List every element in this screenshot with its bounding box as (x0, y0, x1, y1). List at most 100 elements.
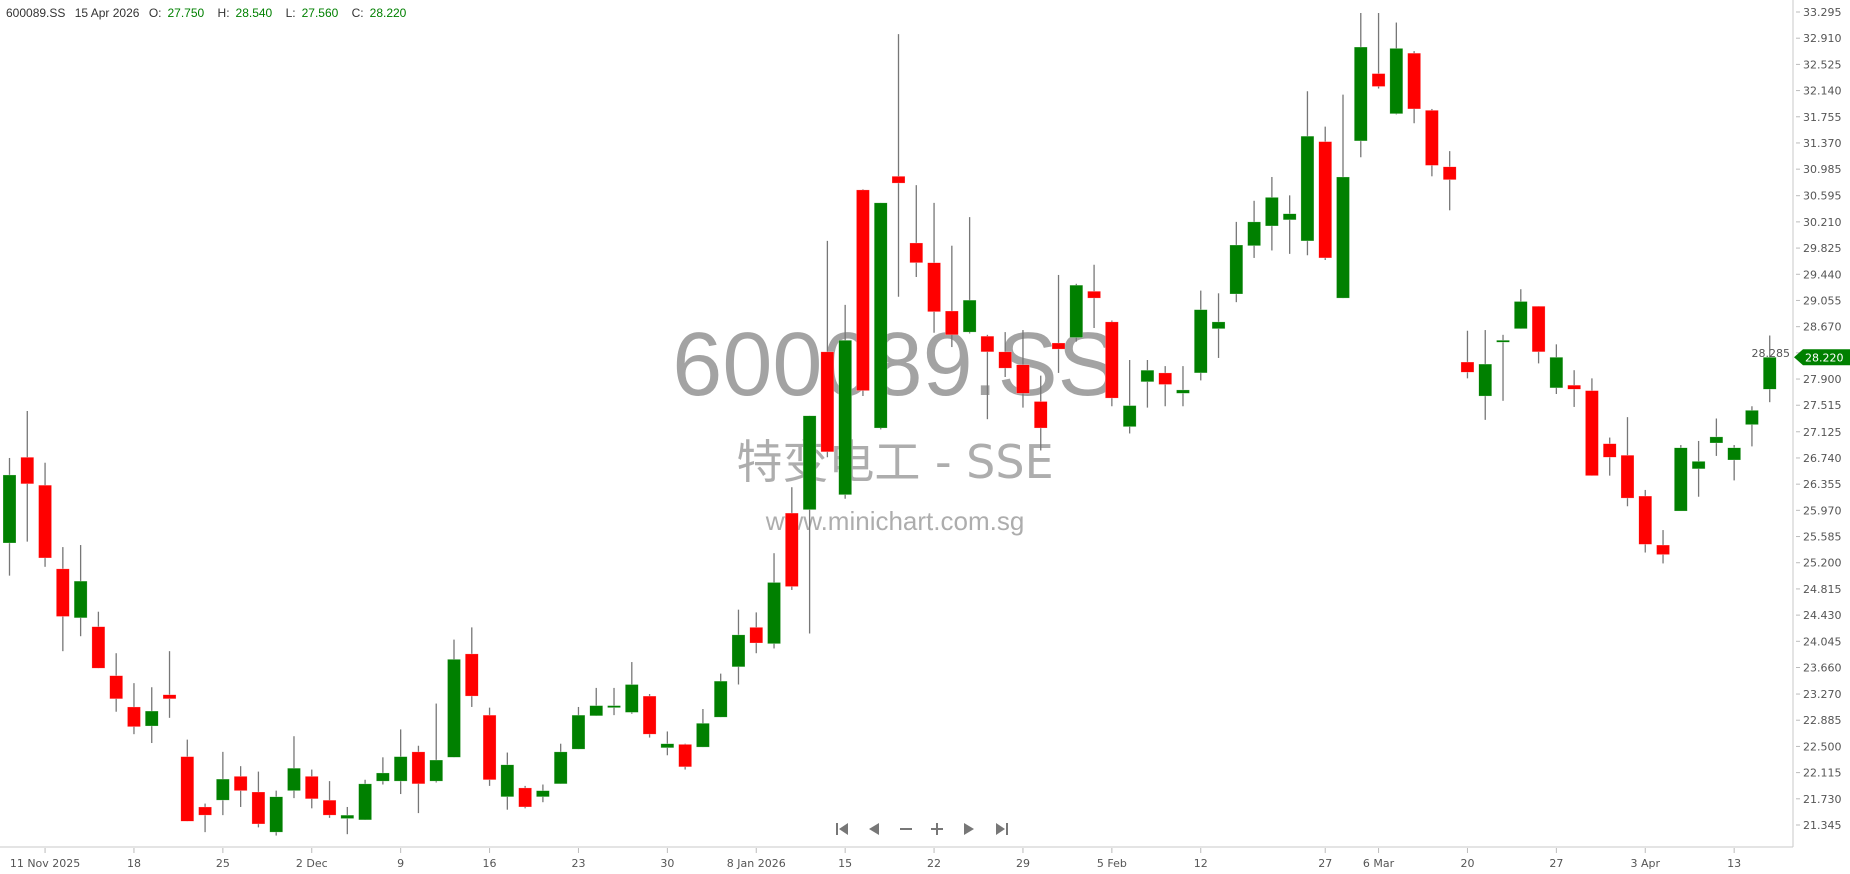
candle (1567, 370, 1581, 407)
y-tick-label: 31.370 (1803, 137, 1842, 150)
candle-body-up (1336, 176, 1350, 299)
candle-body-up (838, 340, 852, 495)
first-button[interactable] (833, 820, 851, 838)
candle (749, 612, 764, 654)
candle (162, 651, 177, 718)
candle (536, 784, 550, 803)
candle (909, 185, 924, 277)
candle-body-up (376, 772, 390, 782)
candle (198, 803, 212, 833)
y-tick-label: 22.115 (1803, 767, 1842, 780)
prev-icon (869, 823, 879, 835)
candle (980, 334, 995, 420)
y-tick-label: 30.985 (1803, 163, 1842, 176)
candle-body-down (1371, 73, 1386, 87)
candle-body-up (962, 299, 977, 333)
candle-body-up (1194, 309, 1208, 374)
y-tick-label: 26.355 (1803, 478, 1842, 491)
candle-body-down (909, 242, 924, 263)
low-label: L: (285, 6, 296, 20)
y-tick-label: 24.430 (1803, 609, 1842, 622)
y-tick-label: 28.285 (1752, 347, 1791, 360)
y-tick-label: 32.140 (1803, 85, 1842, 98)
candle-body-down (1460, 361, 1475, 373)
candle-body-up (625, 684, 639, 713)
y-tick-label: 29.055 (1803, 294, 1842, 307)
candle-body-up (1265, 197, 1279, 227)
candle-body-down (1531, 305, 1546, 353)
candle-body-down (518, 787, 532, 808)
candle (2, 457, 17, 576)
candle (1478, 330, 1492, 420)
x-tick-label: 8 Jan 2026 (727, 857, 786, 870)
candle (1105, 320, 1119, 407)
candle (411, 745, 426, 814)
candle (927, 202, 941, 333)
candle (873, 202, 888, 430)
ohlc-header: 600089.SS 15 Apr 2026 O: 27.750 H: 28.540 … (6, 6, 416, 20)
candle-body-down (856, 189, 870, 391)
candle-body-up (571, 714, 586, 750)
candle-body-up (287, 767, 301, 791)
candles (2, 13, 1777, 836)
candle-body-up (2, 474, 17, 544)
candle-body-up (1176, 389, 1190, 394)
candle (1531, 305, 1546, 364)
date-label: 15 Apr 2026 (74, 6, 140, 20)
candle-body-up (1745, 410, 1759, 425)
candle (1282, 195, 1297, 254)
candle (144, 687, 159, 744)
y-tick-label: 27.125 (1803, 426, 1842, 439)
candle (1016, 330, 1030, 408)
zoom-in-icon (931, 823, 943, 835)
zoom-out-button[interactable] (897, 820, 915, 838)
y-tick-label: 23.270 (1803, 688, 1842, 701)
zoom-in-button[interactable] (928, 820, 946, 838)
candle-body-up (1727, 447, 1741, 461)
candle (553, 743, 568, 785)
candle-body-down (180, 756, 195, 822)
y-axis[interactable]: 33.295 32.910 32.525 32.140 31.755 31.370 30.9… (1752, 6, 1842, 832)
candle-body-down (1407, 52, 1421, 110)
x-tick-label: 22 (927, 857, 941, 870)
next-icon (964, 823, 974, 835)
y-tick-label: 22.500 (1803, 740, 1842, 753)
candle-body-down (20, 457, 35, 485)
candle (571, 706, 586, 750)
candle-body-down (1425, 110, 1439, 166)
candle (180, 739, 195, 822)
navigation-controls[interactable] (833, 820, 1011, 838)
candle-body-up (873, 202, 888, 429)
candle-body-down (1105, 321, 1119, 399)
candle (1087, 264, 1101, 329)
candle-body-up (358, 783, 372, 821)
next-button[interactable] (960, 820, 978, 838)
candle (1140, 359, 1155, 408)
x-tick-label: 11 Nov 2025 (10, 857, 80, 870)
candle (376, 757, 390, 785)
candle (1745, 406, 1759, 447)
x-tick-label: 3 Apr (1630, 857, 1660, 870)
symbol-label: 600089.SS (6, 6, 66, 20)
watermark: 600089.SS 特变电工 - SSE www.minichart.com.s… (672, 315, 1117, 536)
x-tick-label: 12 (1194, 857, 1208, 870)
candle (1247, 200, 1261, 258)
close-label: C: (351, 6, 364, 20)
x-axis[interactable]: 11 Nov 2025 18 25 2 Dec 9 16 23 30 8 Jan 2026 15 2… (10, 848, 1741, 870)
candle (1762, 335, 1777, 403)
candle-body-up (553, 751, 568, 785)
candle-body-down (1051, 342, 1066, 350)
x-tick-label: 13 (1727, 857, 1741, 870)
candle-body-up (1709, 436, 1724, 444)
candle-body-up (144, 710, 159, 727)
last-button[interactable] (993, 820, 1011, 838)
candle (1674, 445, 1688, 512)
candle-body-down (1033, 401, 1048, 429)
candle (518, 785, 532, 809)
candle-body-down (251, 791, 266, 825)
candle-body-down (38, 484, 52, 559)
prev-button[interactable] (865, 820, 883, 838)
candle-body-down (127, 706, 141, 727)
candle-body-down (1638, 495, 1653, 545)
